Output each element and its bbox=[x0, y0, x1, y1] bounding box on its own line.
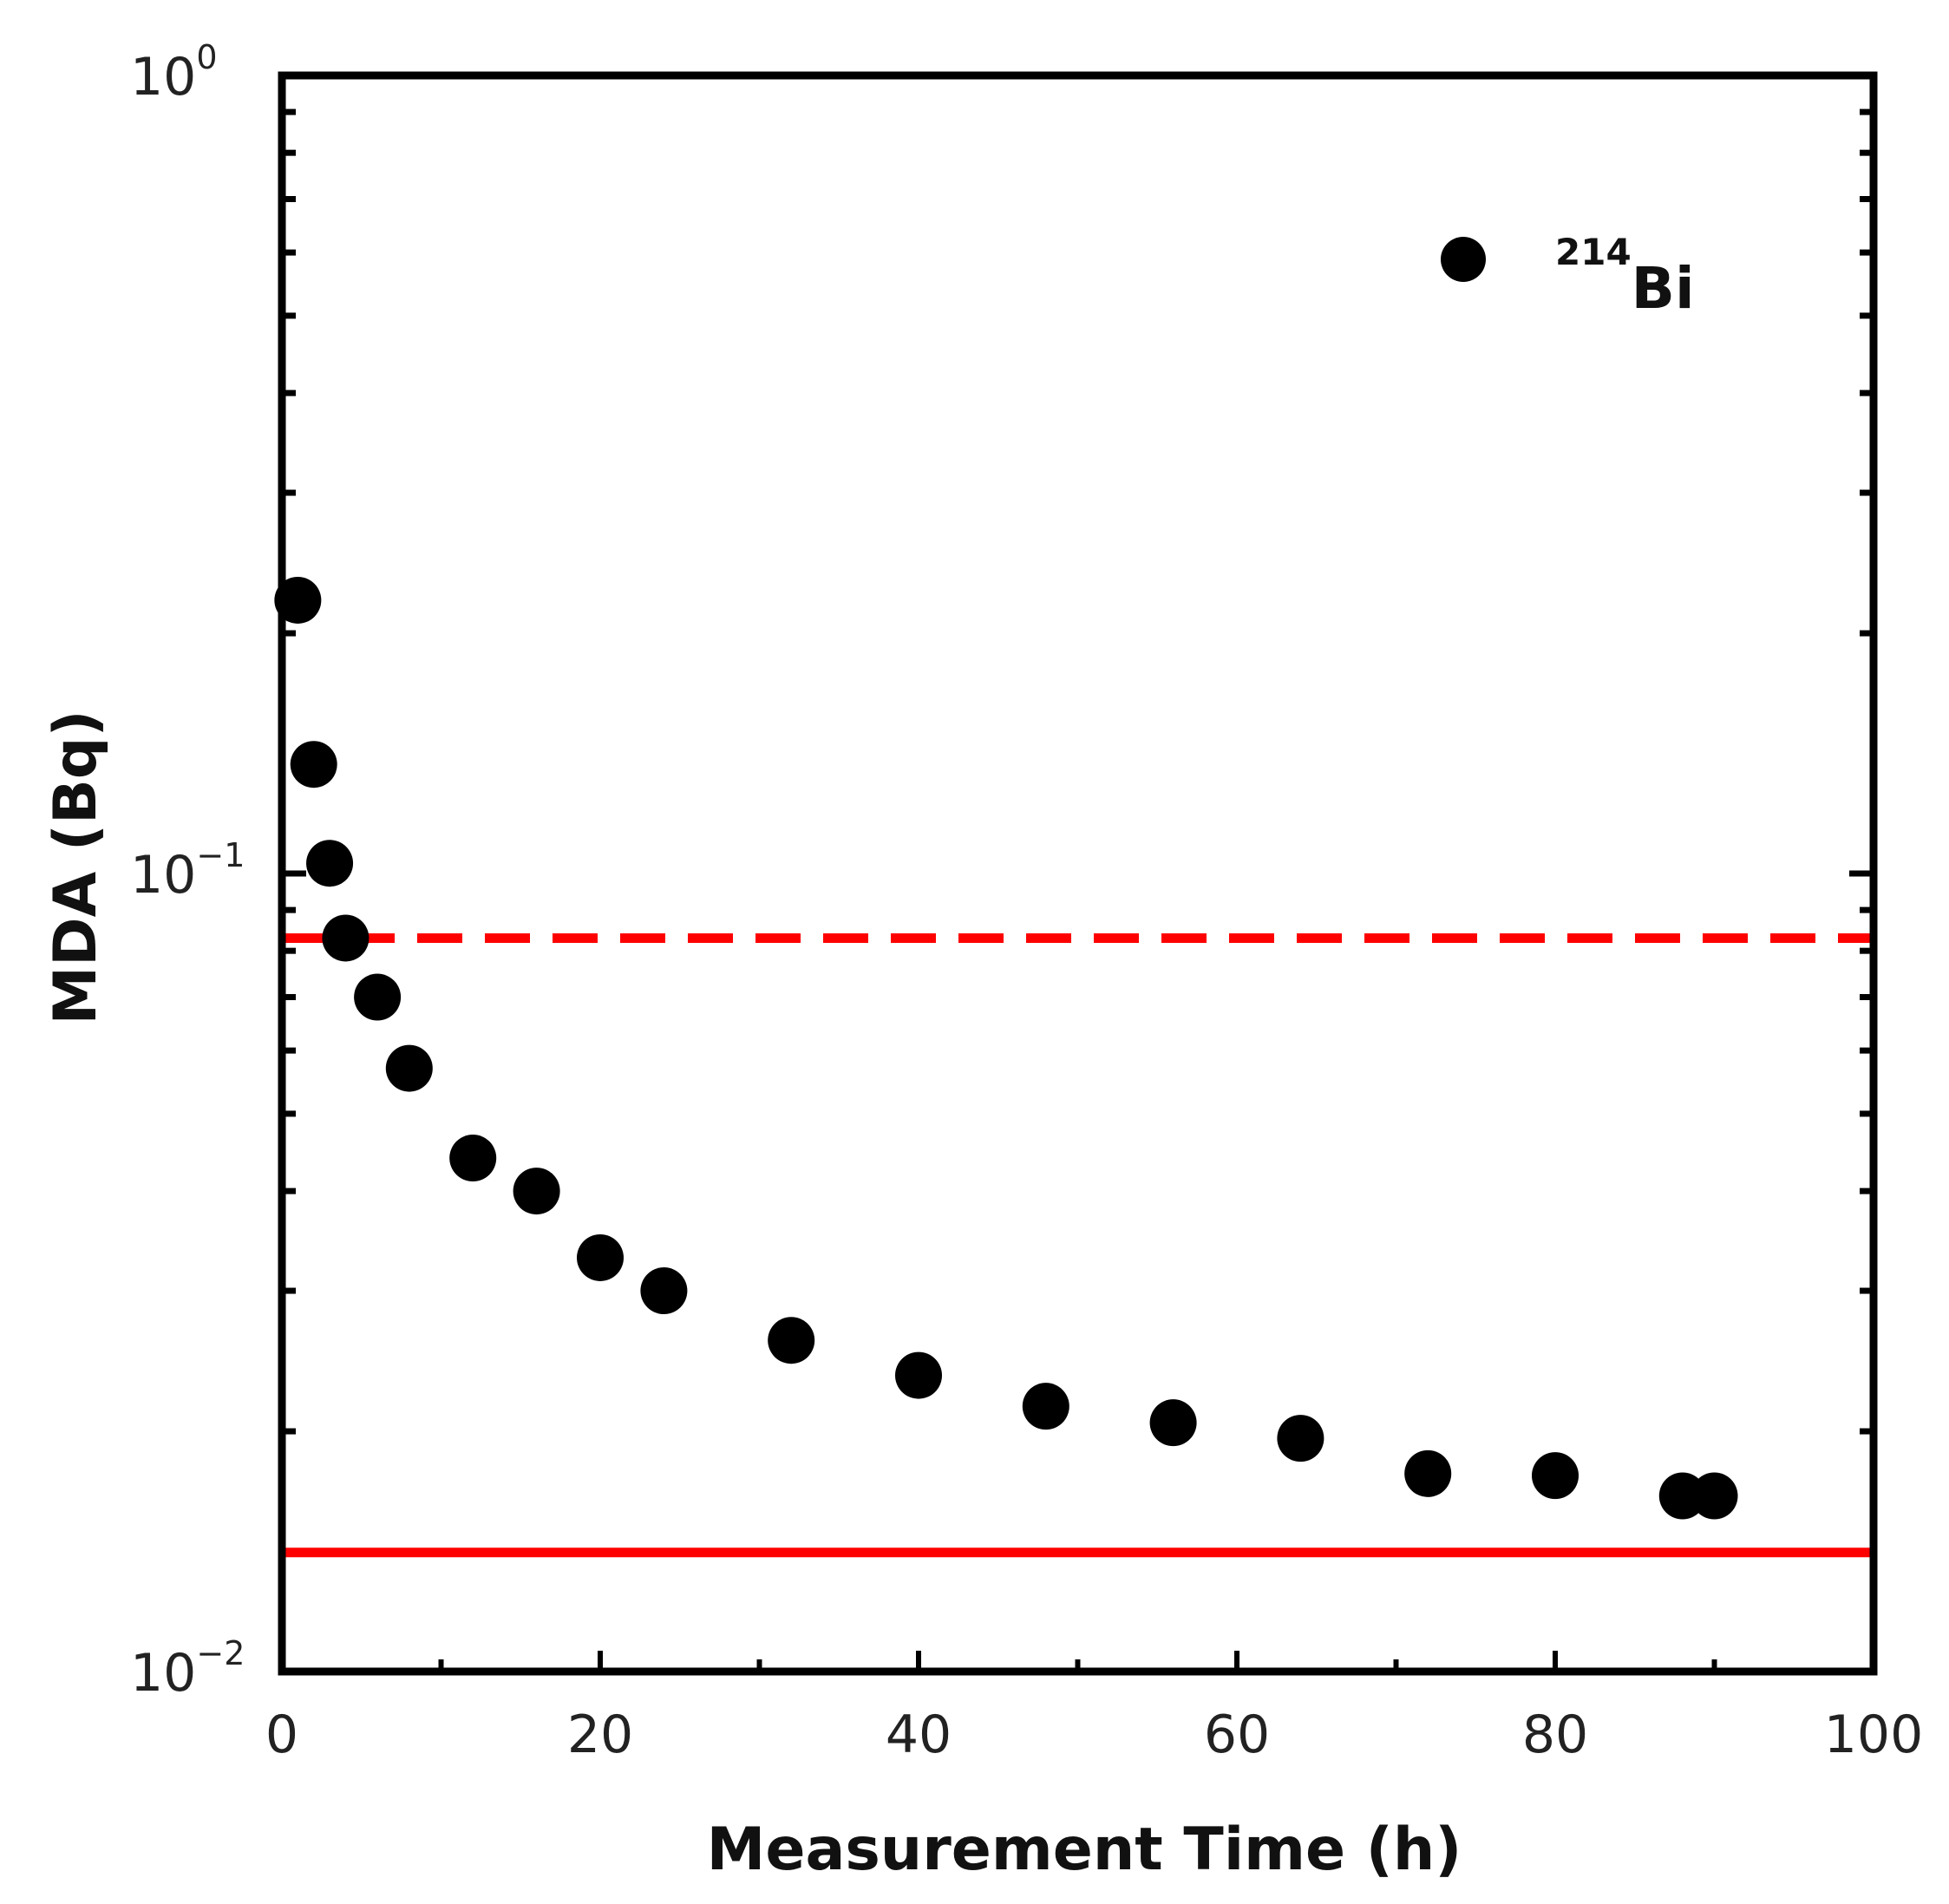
data-point bbox=[322, 914, 370, 962]
data-point bbox=[513, 1168, 560, 1215]
legend-isotope-mass: 214 bbox=[1555, 231, 1632, 273]
y-tick-base: 10 bbox=[130, 845, 196, 906]
data-point bbox=[895, 1351, 942, 1399]
data-point bbox=[306, 840, 354, 887]
y-tick-base: 10 bbox=[130, 47, 196, 108]
data-point bbox=[274, 576, 322, 624]
y-tick-exponent: −2 bbox=[196, 1634, 245, 1672]
y-tick-label: 10−2 bbox=[130, 1634, 245, 1704]
x-tick-label: 80 bbox=[1522, 1704, 1588, 1765]
data-point bbox=[1404, 1449, 1452, 1497]
data-point bbox=[1532, 1452, 1579, 1500]
data-point bbox=[640, 1267, 688, 1315]
data-point bbox=[385, 1044, 433, 1092]
data-points bbox=[274, 576, 1738, 1520]
data-point bbox=[290, 741, 337, 788]
y-tick-exponent: 0 bbox=[196, 38, 217, 76]
x-tick-label: 20 bbox=[567, 1704, 633, 1765]
y-tick-base: 10 bbox=[130, 1643, 196, 1704]
x-axis-title: Measurement Time (h) bbox=[707, 1816, 1462, 1884]
minor-ticks bbox=[282, 108, 1874, 1672]
data-point bbox=[449, 1135, 497, 1182]
data-point bbox=[354, 973, 402, 1021]
y-tick-exponent: −1 bbox=[196, 836, 245, 874]
data-point bbox=[577, 1233, 624, 1281]
legend: 214Bi bbox=[1441, 231, 1695, 322]
data-point bbox=[1022, 1383, 1069, 1430]
x-tick-label: 100 bbox=[1824, 1704, 1924, 1765]
reference-lines bbox=[282, 932, 1874, 1558]
y-tick-label: 100 bbox=[130, 38, 218, 108]
x-tick-label: 0 bbox=[265, 1704, 298, 1765]
data-point bbox=[1691, 1472, 1738, 1520]
x-tick-label: 60 bbox=[1204, 1704, 1270, 1765]
x-tick-labels: 0 20 40 60 80 100 bbox=[265, 1704, 1923, 1765]
data-point bbox=[1277, 1415, 1324, 1462]
x-tick-label: 40 bbox=[886, 1704, 952, 1765]
legend-marker bbox=[1441, 237, 1486, 282]
major-ticks bbox=[279, 870, 1876, 1675]
legend-label: 214Bi bbox=[1555, 231, 1695, 322]
data-point bbox=[1149, 1399, 1197, 1447]
y-tick-label: 10−1 bbox=[130, 836, 245, 906]
legend-isotope-symbol: Bi bbox=[1632, 255, 1695, 322]
data-point bbox=[768, 1317, 815, 1364]
y-axis-title: MDA (Bq) bbox=[42, 710, 110, 1024]
